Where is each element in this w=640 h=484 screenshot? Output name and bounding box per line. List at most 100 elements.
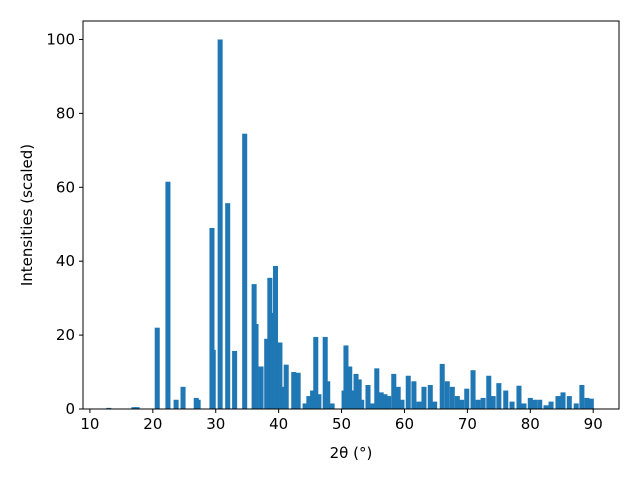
bar — [106, 407, 112, 409]
bar — [253, 324, 259, 409]
bar — [232, 350, 238, 409]
bar — [277, 342, 283, 409]
bar — [217, 39, 223, 409]
bar — [356, 379, 362, 409]
bar — [444, 381, 450, 409]
bar — [350, 390, 356, 409]
bar — [225, 203, 231, 409]
bar — [566, 396, 572, 409]
bar — [395, 386, 401, 409]
bar — [439, 363, 445, 409]
bar — [548, 401, 554, 409]
bar — [269, 312, 275, 409]
bar — [464, 388, 470, 409]
bar — [391, 373, 397, 409]
x-tick-label: 90 — [584, 415, 603, 433]
bar — [560, 392, 566, 409]
bar — [480, 397, 486, 409]
bar — [316, 394, 322, 409]
y-axis-label: Intensities (scaled) — [18, 144, 36, 286]
bar — [242, 133, 248, 409]
bar — [459, 399, 465, 409]
x-tick-label: 20 — [143, 415, 162, 433]
bar — [532, 399, 538, 409]
x-tick-label: 70 — [458, 415, 477, 433]
bar — [386, 396, 392, 409]
bar — [173, 399, 179, 409]
bar — [527, 397, 533, 409]
x-axis-label: 2θ (°) — [330, 444, 373, 462]
bar — [486, 375, 492, 409]
bar — [258, 366, 264, 409]
bar — [329, 403, 335, 409]
bar — [306, 396, 312, 409]
bar — [378, 392, 384, 409]
x-tick-label: 50 — [332, 415, 351, 433]
bar — [416, 401, 422, 409]
bar — [509, 401, 515, 409]
bar — [347, 366, 353, 409]
x-tick-label: 30 — [206, 415, 225, 433]
bar — [291, 372, 297, 409]
y-tick-label: 100 — [46, 30, 75, 48]
x-tick-label: 60 — [395, 415, 414, 433]
bar — [543, 405, 549, 409]
bar — [302, 403, 308, 409]
bar — [180, 386, 186, 409]
bar — [343, 345, 349, 409]
bar — [283, 364, 289, 409]
bar — [521, 403, 527, 409]
bar — [264, 338, 270, 409]
x-tick-label: 40 — [269, 415, 288, 433]
y-tick-label: 20 — [56, 326, 75, 344]
y-tick-label: 80 — [56, 104, 75, 122]
x-tick-label: 10 — [80, 415, 99, 433]
y-tick-label: 0 — [65, 400, 75, 418]
bar — [584, 397, 590, 409]
bar — [537, 399, 543, 409]
bar — [555, 396, 561, 409]
bar — [454, 396, 460, 409]
bar — [382, 394, 388, 409]
bar — [588, 398, 594, 409]
bar — [359, 399, 365, 409]
bar — [475, 399, 481, 409]
bar — [470, 370, 476, 409]
bar — [411, 381, 417, 409]
bar — [496, 383, 502, 409]
bar — [154, 327, 160, 409]
bar — [313, 336, 319, 409]
bar — [365, 384, 371, 409]
bar — [195, 399, 201, 409]
bar — [503, 390, 509, 409]
bar — [280, 386, 286, 409]
y-tick-label: 60 — [56, 178, 75, 196]
plot-frame — [82, 20, 620, 410]
bar — [370, 403, 376, 409]
bar — [209, 227, 215, 409]
bar — [134, 407, 140, 409]
bar — [579, 384, 585, 409]
bar — [405, 375, 411, 409]
bar — [310, 390, 316, 409]
bar — [421, 386, 427, 409]
bar — [325, 381, 331, 409]
bar — [353, 373, 359, 409]
x-tick-label: 80 — [521, 415, 540, 433]
bar — [210, 349, 216, 409]
bar — [432, 401, 438, 409]
bar — [399, 399, 405, 409]
y-tick-label: 40 — [56, 252, 75, 270]
bar — [322, 336, 328, 409]
bar — [449, 386, 455, 409]
bar — [573, 403, 579, 409]
bar — [165, 181, 171, 409]
bar — [427, 384, 433, 409]
bar — [295, 372, 301, 409]
bar — [374, 368, 380, 409]
bar — [131, 407, 137, 409]
bar — [490, 396, 496, 409]
bar — [272, 265, 279, 409]
bar — [516, 385, 522, 409]
